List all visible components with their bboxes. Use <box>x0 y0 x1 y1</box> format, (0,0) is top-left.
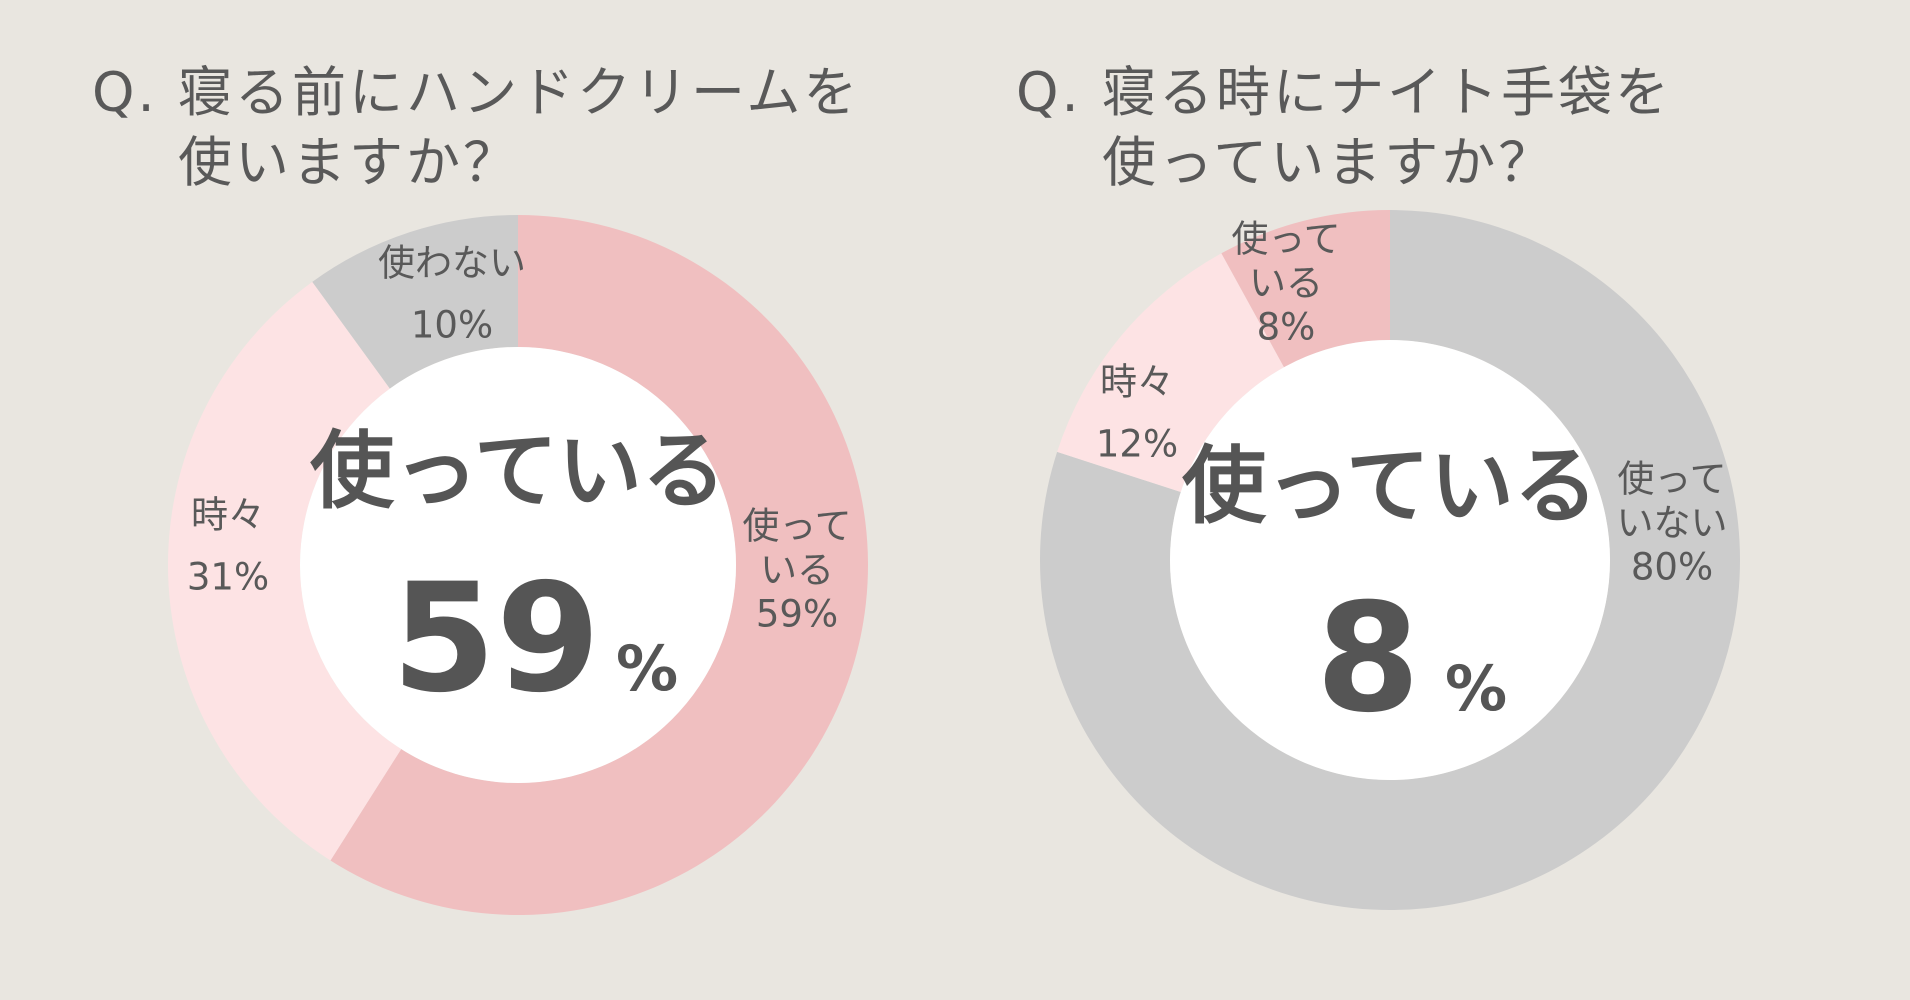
center-label: 使っている <box>310 422 726 520</box>
slice-used-value-label: 8% <box>1257 306 1316 349</box>
slice-not-used <box>1040 210 1741 910</box>
slice-used-label: いる <box>1249 262 1323 305</box>
slice-sometimes <box>167 281 402 861</box>
question-2-line-1: 寝る時にナイト手袋を <box>1102 61 1672 124</box>
question-1: Q. 寝る前にハンドクリームを 使いますか？ <box>92 58 860 198</box>
donut-center <box>1170 340 1610 780</box>
slice-not-used-label: 使わない <box>378 242 526 285</box>
slice-sometimes <box>1057 253 1285 493</box>
slice-not-used-label: 使って <box>1617 458 1726 501</box>
center-value: 8 <box>1316 572 1420 746</box>
slice-not-used-value-label: 80% <box>1631 546 1713 589</box>
slice-sometimes-label: 時々 <box>191 494 265 537</box>
slice-used <box>330 215 868 916</box>
slice-used-value-label: 59% <box>756 593 838 636</box>
slice-not-used-label: いない <box>1617 502 1728 545</box>
question-2: Q. 寝る時にナイト手袋を 使っていますか？ <box>1016 58 1672 198</box>
slice-not-used-value-label: 10% <box>411 304 493 347</box>
question-1-line-2: 使いますか？ <box>178 131 520 194</box>
slice-used <box>1221 210 1390 368</box>
slice-sometimes-value-label: 12% <box>1096 423 1178 466</box>
slice-sometimes-value-label: 31% <box>187 556 269 599</box>
slice-not-used <box>312 215 518 389</box>
center-value: 59 <box>392 552 601 726</box>
center-label: 使っている <box>1182 437 1598 535</box>
question-2-line-2: 使っていますか？ <box>1102 131 1556 194</box>
question-2-mark: Q. <box>1016 61 1082 124</box>
donut-center <box>300 347 736 783</box>
slice-used-label: 使って <box>1231 218 1340 261</box>
slice-sometimes-label: 時々 <box>1100 361 1174 404</box>
question-1-line-1: 寝る前にハンドクリームを <box>178 61 861 124</box>
slice-used-label: いる <box>760 549 834 592</box>
slice-used-label: 使って <box>742 505 851 548</box>
question-1-mark: Q. <box>92 61 158 124</box>
center-unit: % <box>616 632 678 705</box>
center-unit: % <box>1445 652 1507 725</box>
